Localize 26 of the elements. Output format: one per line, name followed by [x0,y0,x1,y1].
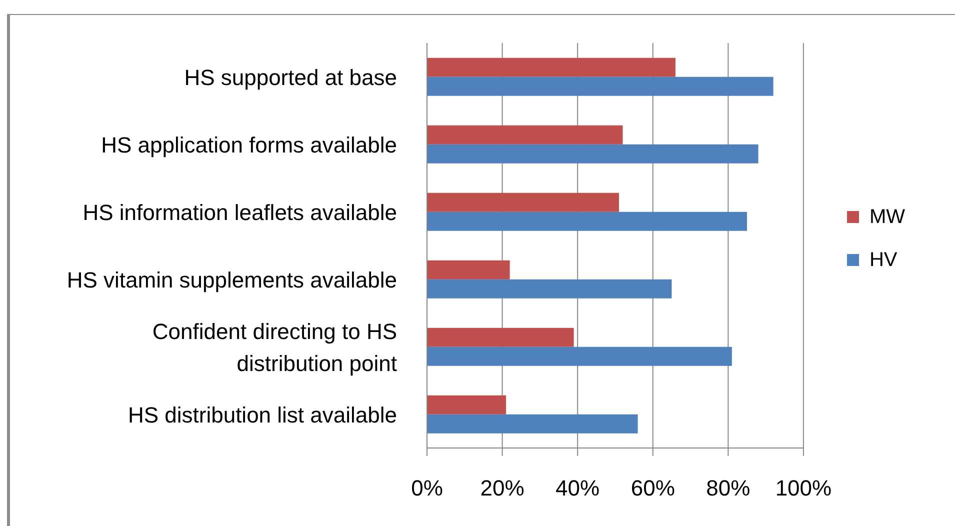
y-tick-label: HS distribution list available [128,402,397,427]
bar [427,192,619,212]
legend-label: MW [869,205,905,229]
bar [427,58,676,77]
bar [427,328,574,347]
bar [427,395,506,414]
bar [427,144,758,164]
x-tick-label: 80% [706,476,750,501]
bar [427,260,510,280]
y-tick-label: HS application forms available [101,132,397,157]
x-tick-label: 40% [556,476,600,501]
y-tick-label: Confident directing to HS distribution point [152,318,397,376]
y-tick-label: HS information leaflets available [82,199,397,224]
bar [427,76,774,96]
bar [427,125,623,144]
legend-label: HV [869,248,898,272]
x-tick-label: 100% [775,476,832,501]
bar [427,279,672,298]
bar [427,212,747,231]
y-tick-label: HS supported at base [184,64,397,90]
x-tick-label: 60% [630,476,675,501]
x-tick-label: 0% [411,476,443,501]
bar [427,414,638,434]
y-tick-label: HS vitamin supplements available [66,266,397,292]
x-tick-label: 20% [480,476,524,501]
bar [427,346,732,366]
